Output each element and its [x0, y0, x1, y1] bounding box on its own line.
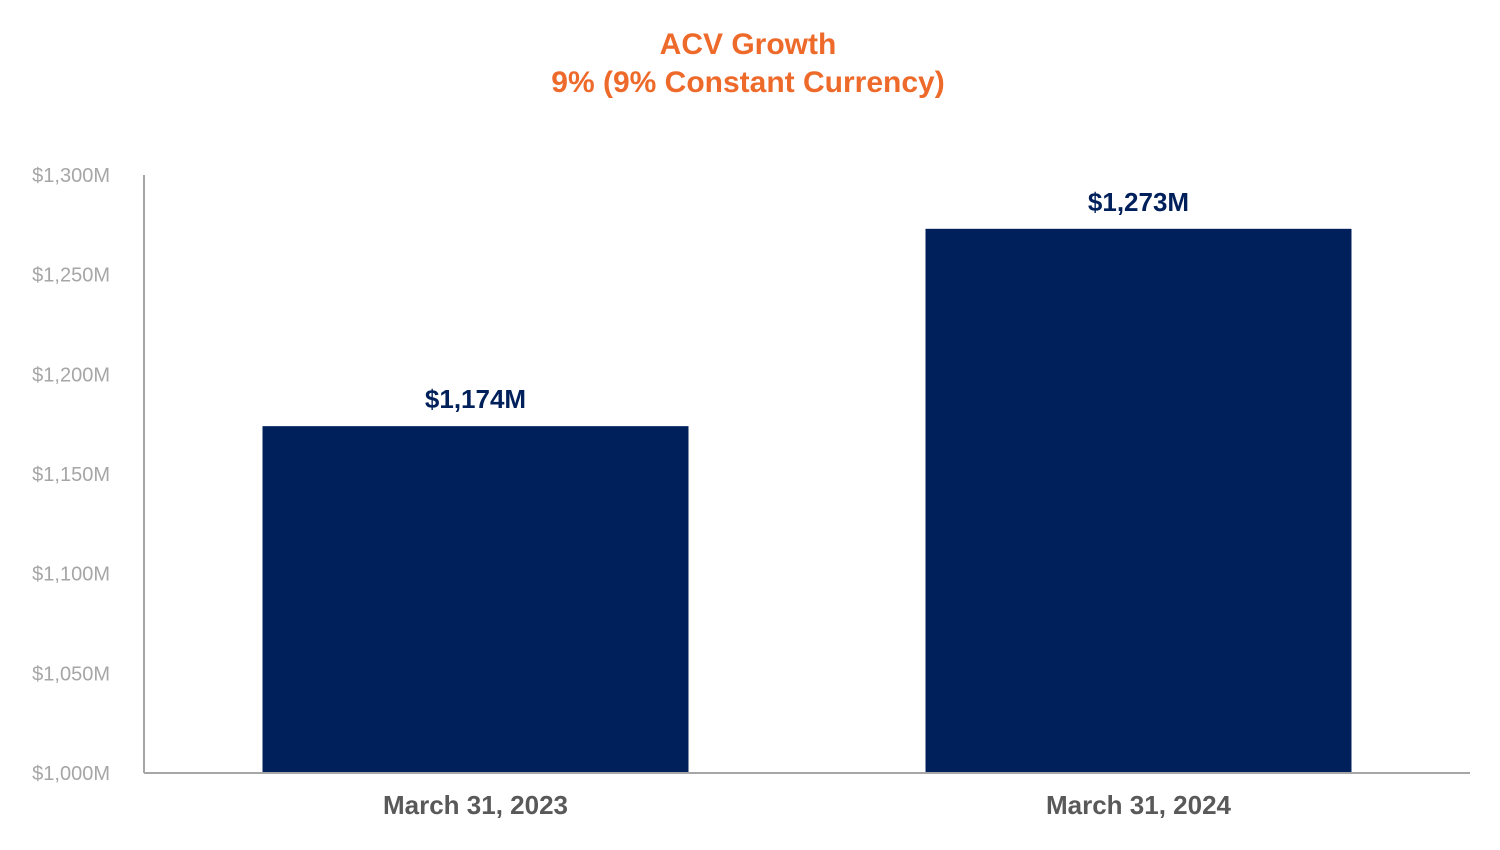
chart-subtitle: 9% (9% Constant Currency)	[551, 66, 944, 99]
y-tick-label: $1,300M	[32, 165, 110, 187]
bar-value-label: $1,273M	[1088, 187, 1189, 217]
bar-value-label: $1,174M	[425, 384, 526, 414]
bars: $1,174M $1,273M	[262, 187, 1352, 773]
y-tick-label: $1,150M	[32, 464, 110, 486]
y-axis: $1,000M $1,050M $1,100M $1,150M $1,200M $1,25…	[32, 165, 145, 785]
x-axis: March 31, 2023 March 31, 2024	[144, 772, 1470, 820]
y-tick-label: $1,250M	[32, 265, 110, 287]
y-tick-label: $1,200M	[32, 364, 110, 386]
y-tick-label: $1,000M	[32, 763, 110, 785]
bar	[262, 426, 689, 773]
x-category-label: March 31, 2024	[1046, 790, 1232, 820]
x-category-label: March 31, 2023	[383, 790, 568, 820]
y-tick-label: $1,050M	[32, 663, 110, 685]
y-tick-label: $1,100M	[32, 564, 110, 586]
bar	[925, 228, 1352, 773]
chart-title: ACV Growth	[660, 28, 837, 61]
